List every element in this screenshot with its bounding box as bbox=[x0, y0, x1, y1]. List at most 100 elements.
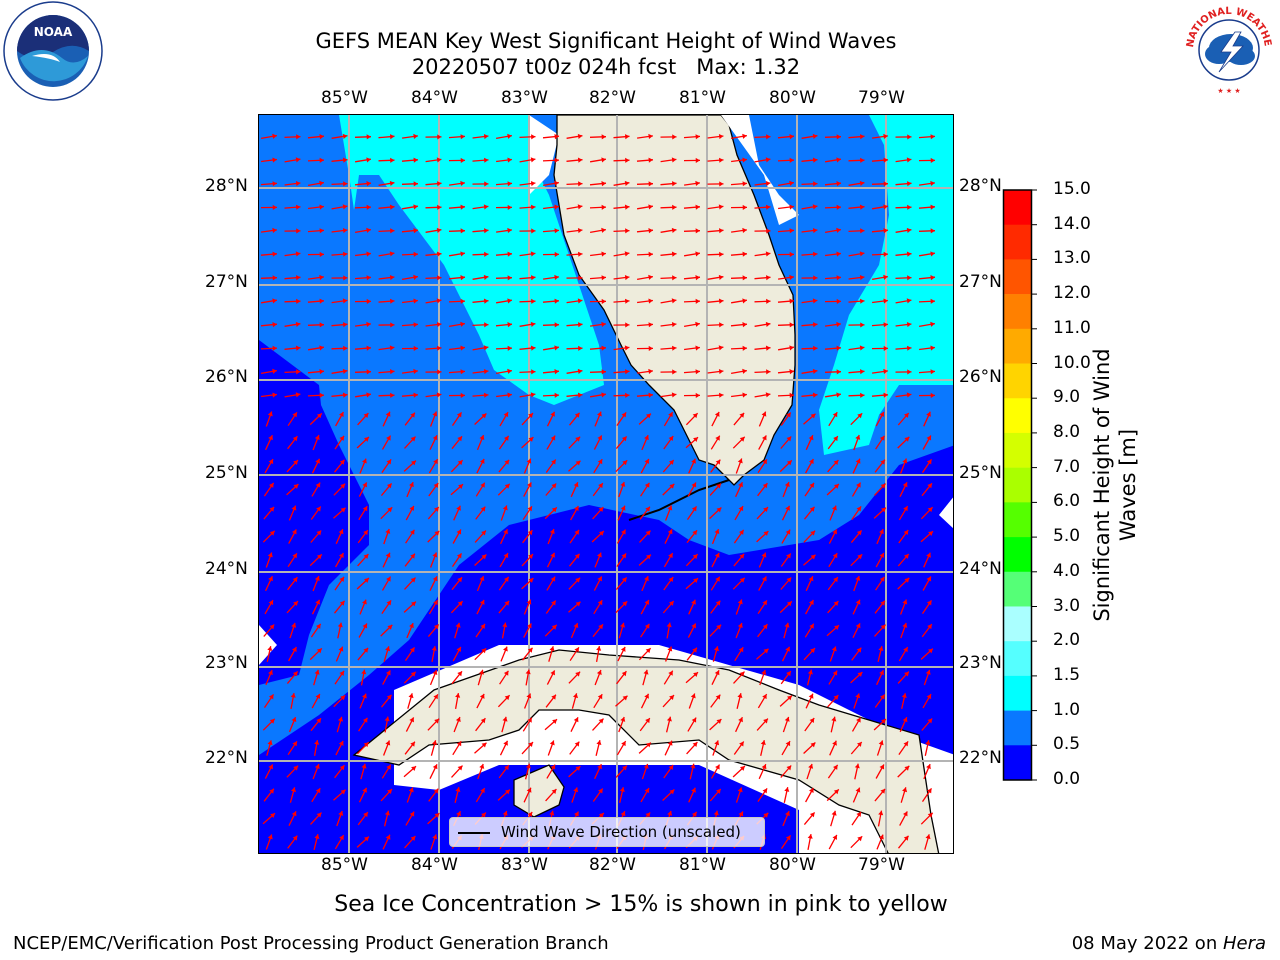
direction-arrow-head bbox=[879, 576, 885, 582]
direction-arrow-head bbox=[695, 369, 700, 375]
direction-arrow-head bbox=[292, 647, 297, 652]
direction-arrow-head bbox=[505, 789, 510, 795]
direction-arrow-head bbox=[432, 740, 437, 746]
direction-arrow-head bbox=[410, 436, 416, 442]
colorbar-segment bbox=[1003, 675, 1032, 711]
direction-arrow-head bbox=[648, 392, 653, 398]
direction-arrow-head bbox=[601, 134, 606, 140]
direction-arrow-head bbox=[343, 181, 348, 187]
direction-arrow-head bbox=[411, 601, 416, 607]
direction-arrow-head bbox=[648, 345, 653, 351]
direction-arrow-head bbox=[810, 554, 816, 560]
direction-arrow-head bbox=[573, 623, 579, 628]
direction-arrow-head bbox=[387, 789, 392, 794]
direction-arrow-head bbox=[859, 345, 865, 351]
direction-arrow-head bbox=[857, 742, 862, 747]
direction-arrow-head bbox=[855, 599, 861, 605]
direction-arrow-head bbox=[695, 321, 700, 327]
direction-arrow-head bbox=[695, 180, 700, 186]
direction-arrow-head bbox=[812, 298, 818, 304]
direction-arrow-head bbox=[481, 742, 487, 748]
direction-arrow-head bbox=[645, 648, 651, 654]
colorbar-level-label: 12.0 bbox=[1053, 283, 1091, 304]
direction-arrow-head bbox=[436, 298, 442, 304]
direction-arrow-head bbox=[339, 459, 345, 465]
direction-arrow-head bbox=[691, 787, 696, 793]
direction-arrow-head bbox=[551, 624, 557, 630]
direction-arrow-head bbox=[879, 834, 884, 840]
direction-arrow-head bbox=[574, 811, 579, 817]
direction-arrow-head bbox=[907, 369, 912, 375]
direction-arrow-head bbox=[812, 392, 818, 398]
direction-arrow-head bbox=[366, 181, 371, 187]
direction-arrow-head bbox=[507, 204, 512, 210]
direction-arrow-head bbox=[343, 345, 348, 351]
direction-arrow-head bbox=[836, 251, 841, 257]
direction-arrow-head bbox=[926, 459, 932, 465]
direction-arrow-head bbox=[621, 412, 627, 418]
colorbar-level-label: 14.0 bbox=[1053, 213, 1091, 234]
direction-arrow-head bbox=[577, 204, 583, 210]
direction-arrow-head bbox=[342, 157, 348, 163]
direction-arrow-head bbox=[456, 553, 462, 559]
colorbar-level-label: 4.0 bbox=[1053, 560, 1081, 581]
direction-arrow-head bbox=[648, 228, 653, 234]
direction-arrow-head bbox=[314, 764, 320, 769]
direction-arrow-head bbox=[390, 322, 395, 328]
lat-tick-left-6: 22°N bbox=[205, 748, 248, 768]
direction-arrow-head bbox=[292, 412, 297, 418]
direction-arrow-head bbox=[925, 740, 931, 745]
direction-arrow-head bbox=[484, 228, 489, 234]
direction-arrow-head bbox=[672, 275, 677, 281]
direction-arrow-head bbox=[692, 413, 698, 419]
direction-arrow-head bbox=[762, 694, 767, 700]
direction-arrow-head bbox=[645, 506, 650, 512]
direction-arrow-head bbox=[578, 322, 583, 328]
direction-arrow-head bbox=[456, 741, 462, 747]
direction-arrow-head bbox=[856, 811, 861, 817]
direction-arrow-head bbox=[789, 369, 794, 375]
direction-arrow-head bbox=[596, 646, 602, 651]
direction-arrow-head bbox=[291, 811, 297, 817]
direction-arrow-head bbox=[342, 368, 348, 374]
direction-arrow-head bbox=[316, 812, 322, 818]
direction-arrow-head bbox=[644, 693, 649, 699]
direction-arrow-head bbox=[340, 483, 346, 489]
direction-arrow-head bbox=[390, 134, 395, 140]
direction-arrow-head bbox=[737, 693, 743, 698]
direction-arrow-head bbox=[716, 624, 722, 630]
direction-arrow-head bbox=[715, 600, 721, 606]
direction-arrow-head bbox=[343, 322, 348, 328]
direction-arrow-head bbox=[739, 577, 745, 583]
direction-arrow-head bbox=[765, 157, 771, 163]
direction-arrow-head bbox=[384, 810, 390, 816]
direction-arrow-head bbox=[433, 459, 438, 465]
direction-arrow-head bbox=[695, 392, 700, 398]
direction-arrow-head bbox=[856, 506, 862, 512]
direction-arrow-head bbox=[432, 834, 438, 840]
direction-arrow-head bbox=[411, 766, 416, 771]
lon-tick-top-3: 82°W bbox=[589, 88, 636, 108]
direction-arrow-head bbox=[644, 482, 650, 488]
direction-arrow-head bbox=[366, 251, 371, 257]
direction-arrow-head bbox=[575, 601, 581, 607]
direction-arrow-head bbox=[460, 180, 465, 186]
direction-arrow-head bbox=[855, 623, 861, 629]
direction-arrow-head bbox=[854, 763, 860, 769]
direction-arrow-head bbox=[574, 529, 579, 535]
direction-arrow-head bbox=[598, 788, 603, 794]
direction-arrow-head bbox=[479, 435, 485, 440]
direction-arrow-head bbox=[620, 505, 626, 511]
direction-arrow-head bbox=[671, 251, 677, 257]
direction-arrow-head bbox=[671, 227, 677, 233]
direction-arrow-head bbox=[575, 577, 581, 583]
direction-arrow-head bbox=[338, 716, 343, 722]
direction-arrow-head bbox=[738, 811, 744, 817]
direction-arrow-head bbox=[413, 204, 418, 210]
direction-arrow-head bbox=[296, 204, 301, 210]
direction-arrow-head bbox=[784, 787, 790, 792]
footer-machine: Hera bbox=[1222, 933, 1266, 954]
direction-arrow-head bbox=[927, 624, 932, 630]
direction-arrow-head bbox=[437, 134, 442, 140]
lat-tick-right-1: 27°N bbox=[959, 272, 1002, 292]
